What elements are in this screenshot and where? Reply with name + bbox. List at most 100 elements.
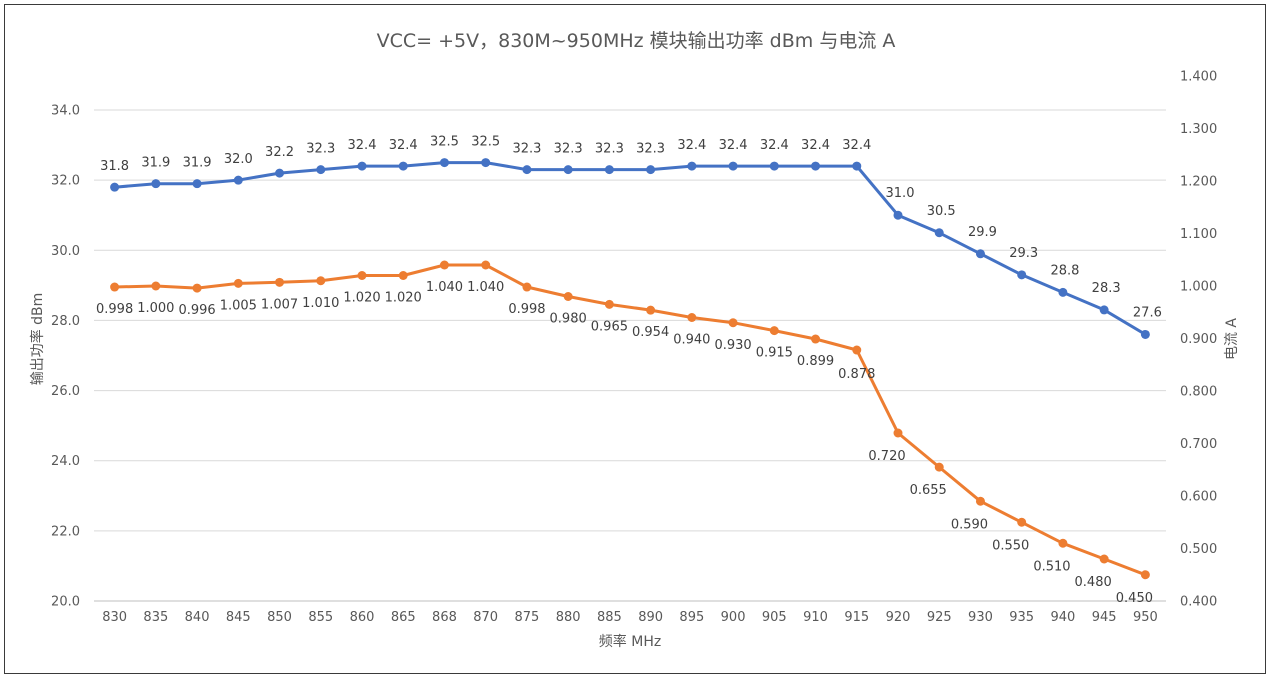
x-tick-label: 868 <box>432 610 457 625</box>
data-point <box>192 283 202 293</box>
y2-tick-label: 1.300 <box>1180 122 1217 137</box>
data-point <box>852 345 862 355</box>
data-label: 30.5 <box>927 204 956 219</box>
data-point <box>893 210 903 220</box>
data-point <box>1058 287 1068 297</box>
x-tick-label: 830 <box>102 610 127 625</box>
data-point <box>275 168 285 178</box>
data-label: 0.590 <box>951 517 988 532</box>
y2-tick-label: 0.500 <box>1180 542 1217 557</box>
y2-tick-label: 1.100 <box>1180 227 1217 242</box>
data-label: 32.3 <box>554 142 583 157</box>
data-label: 31.8 <box>100 159 129 174</box>
data-point <box>604 165 614 175</box>
data-point <box>811 334 821 344</box>
y2-tick-label: 1.200 <box>1180 175 1217 190</box>
data-point <box>646 305 656 315</box>
data-point <box>893 428 903 438</box>
x-tick-label: 920 <box>886 610 911 625</box>
data-label: 31.0 <box>886 186 915 201</box>
x-tick-label: 935 <box>1009 610 1034 625</box>
data-point <box>728 318 738 328</box>
x-tick-label: 945 <box>1092 610 1117 625</box>
x-tick-label: 885 <box>597 610 622 625</box>
chart-title: VCC= +5V，830M~950MHz 模块输出功率 dBm 与电流 A <box>377 30 896 52</box>
x-tick-label: 845 <box>226 610 251 625</box>
data-label: 32.4 <box>348 138 377 153</box>
series-current: 0.998 1.000 0.996 1.005 1.007 1.010 1.020 1.020… <box>96 260 1153 606</box>
data-label: 32.3 <box>512 142 541 157</box>
data-point <box>522 282 532 292</box>
data-label: 1.040 <box>426 280 463 295</box>
data-point <box>975 249 985 259</box>
data-label: 32.3 <box>306 142 335 157</box>
data-label: 32.4 <box>389 138 418 153</box>
y2-axis-title: 电流 A <box>1224 318 1240 360</box>
data-label: 0.965 <box>591 319 628 334</box>
y-tick-label: 26.0 <box>51 384 80 399</box>
data-point <box>439 158 449 168</box>
y-tick-label: 24.0 <box>51 454 80 469</box>
data-point <box>316 165 326 175</box>
y2-tick-label: 0.700 <box>1180 437 1217 452</box>
x-tick-label: 910 <box>803 610 828 625</box>
data-point <box>934 462 944 472</box>
x-axis-ticks: 830 835 840 845 850 855 860 865 868 870 875 880 885 8… <box>102 610 1158 625</box>
y2-tick-label: 0.800 <box>1180 385 1217 400</box>
series-line <box>114 263 1146 577</box>
data-point <box>563 292 573 301</box>
x-tick-label: 855 <box>308 610 333 625</box>
data-label: 32.4 <box>842 138 871 153</box>
data-point <box>646 165 656 175</box>
data-label: 1.005 <box>220 298 257 313</box>
y2-tick-label: 1.400 <box>1180 70 1217 85</box>
data-point <box>975 496 985 506</box>
y-tick-label: 34.0 <box>51 104 80 119</box>
x-tick-label: 835 <box>143 610 168 625</box>
data-point <box>357 161 367 171</box>
right-axis-ticks: 0.400 0.500 0.600 0.700 0.800 0.900 1.000 1.100… <box>1180 70 1217 610</box>
data-label: 32.5 <box>430 135 459 150</box>
data-point <box>687 313 697 322</box>
x-tick-label: 950 <box>1133 610 1158 625</box>
y2-tick-label: 0.900 <box>1180 332 1217 347</box>
data-point <box>769 161 779 171</box>
data-point <box>1140 329 1150 339</box>
x-tick-label: 850 <box>267 610 292 625</box>
data-point <box>110 182 120 192</box>
data-point <box>1140 570 1150 580</box>
data-label: 0.998 <box>508 302 545 317</box>
x-tick-label: 915 <box>844 610 869 625</box>
data-label: 0.954 <box>632 325 669 340</box>
data-label: 32.4 <box>801 138 830 153</box>
data-point <box>398 271 408 280</box>
y2-tick-label: 0.600 <box>1180 490 1217 505</box>
y-tick-label: 22.0 <box>51 524 80 539</box>
data-label: 29.3 <box>1009 246 1038 261</box>
x-tick-label: 930 <box>968 610 993 625</box>
data-label: 1.020 <box>343 291 380 306</box>
data-point <box>1017 270 1027 280</box>
data-label: 27.6 <box>1133 305 1162 320</box>
y-tick-label: 30.0 <box>51 244 80 259</box>
series-line <box>114 161 1147 336</box>
y2-tick-label: 0.400 <box>1180 595 1217 610</box>
data-point <box>110 282 120 292</box>
x-tick-label: 895 <box>679 610 704 625</box>
x-tick-label: 905 <box>762 610 787 625</box>
data-label: 32.4 <box>719 138 748 153</box>
series-group: 31.8 31.9 31.9 32.0 32.2 32.3 32.4 32.4 32.5 32.5… <box>96 135 1162 606</box>
y-tick-label: 28.0 <box>51 314 80 329</box>
data-label: 0.996 <box>178 303 215 318</box>
data-point <box>439 260 449 270</box>
data-point <box>481 260 491 270</box>
data-label: 0.720 <box>868 449 905 464</box>
x-tick-label: 870 <box>473 610 498 625</box>
data-label: 0.998 <box>96 302 133 317</box>
x-tick-label: 875 <box>515 610 540 625</box>
y-tick-label: 32.0 <box>51 174 80 189</box>
x-tick-label: 940 <box>1051 610 1076 625</box>
data-label: 32.5 <box>471 135 500 150</box>
data-point <box>233 175 243 185</box>
